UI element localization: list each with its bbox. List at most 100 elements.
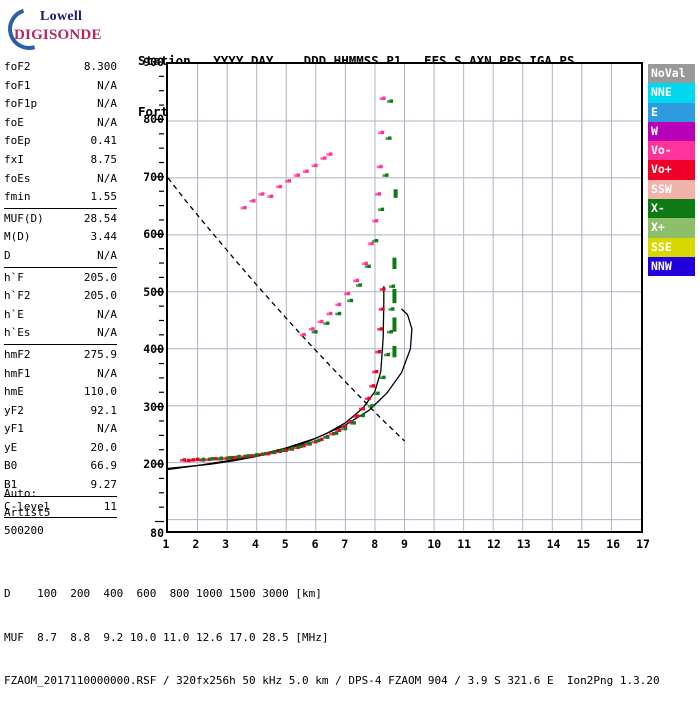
legend-item-vo[interactable]: Vo+ (648, 160, 695, 180)
echo-point (261, 452, 265, 456)
x-tick-label: 8 (371, 537, 379, 551)
param-value: 20.0 (90, 440, 118, 454)
logo-brand-top: Lowell (40, 9, 83, 24)
legend-item-e[interactable]: E (648, 102, 695, 122)
echo-point (384, 353, 388, 357)
param-key: h`F2 (4, 289, 31, 303)
echo-point (374, 238, 379, 243)
echo-point (213, 457, 218, 461)
echo-point (326, 435, 330, 439)
param-key: fmin (4, 190, 31, 204)
echo-point (358, 414, 362, 418)
param-value: N/A (97, 78, 117, 92)
param-row-hes: h`Es N/A (4, 324, 117, 343)
echo-point (389, 330, 393, 334)
echo-point (308, 441, 312, 446)
echo-point (193, 458, 197, 462)
echo-point (349, 420, 354, 424)
echo-point (237, 454, 241, 459)
x-tick-label: 5 (281, 537, 289, 551)
param-row-fof1: foF1 N/A (4, 77, 117, 96)
legend-item-noval[interactable]: NoVal (648, 64, 695, 84)
auto-line-1: Artist5 (4, 505, 51, 519)
echo-point (191, 458, 195, 462)
echo-point (385, 137, 389, 140)
legend-item-nnw[interactable]: NNW (648, 256, 695, 277)
echo-point (375, 193, 379, 196)
ionogram-plot (166, 62, 643, 533)
echo-point (302, 332, 306, 337)
y-tick-label: 80 (150, 526, 164, 540)
x-tick-label: 15 (576, 537, 591, 551)
echo-point (299, 333, 303, 337)
echo-point (296, 445, 300, 448)
echo-point (217, 457, 221, 460)
footer-distance-row: D 100 200 400 600 800 1000 1500 3000 [km… (4, 587, 322, 600)
legend-item-x[interactable]: X- (648, 199, 695, 219)
echo-point (379, 288, 383, 291)
echo-point (326, 153, 330, 156)
param-row-fmin: fmin 1.55 (4, 188, 117, 207)
echo-point (323, 156, 327, 160)
y-tick-label: 500 (143, 284, 164, 299)
echo-point (353, 279, 356, 283)
echo-point (343, 424, 348, 429)
echo-point (328, 311, 333, 316)
echo-point (355, 284, 359, 287)
echo-point (326, 312, 330, 316)
param-value: 66.9 (90, 459, 118, 473)
echo-point (344, 292, 348, 296)
echo-point (376, 165, 380, 169)
echo-point (378, 131, 382, 135)
echo-point (376, 391, 380, 395)
param-row-d: D N/A (4, 247, 117, 266)
param-key: yF2 (4, 403, 24, 417)
echo-point (364, 265, 368, 268)
echo-point (337, 311, 342, 316)
legend-item-x[interactable]: X+ (648, 218, 695, 238)
echo-point (199, 458, 203, 462)
param-group-divider (4, 207, 117, 209)
echo-point (382, 287, 386, 291)
echo-point (258, 193, 262, 196)
param-row-yf2: yF2 92.1 (4, 402, 117, 421)
echo-point (372, 219, 376, 223)
echo-point (252, 199, 256, 203)
param-key: D (4, 248, 11, 262)
echo-point (317, 320, 321, 324)
echo-point (323, 322, 327, 325)
echo-point (335, 312, 339, 316)
y-tick-label: 800 (143, 112, 164, 127)
echo-point (379, 97, 383, 100)
echo-point (372, 239, 376, 243)
lowell-digisonde-logo: Lowell DIGISONDE (0, 0, 128, 58)
x-tick-label: 10 (427, 537, 442, 551)
param-row-foe: foE N/A (4, 114, 117, 133)
param-value: 92.1 (90, 403, 118, 417)
param-value: N/A (97, 115, 117, 129)
echo-point (341, 425, 345, 429)
param-value: 11 (103, 499, 117, 513)
legend-item-sse[interactable]: SSE (648, 237, 695, 257)
param-value: 110.0 (83, 385, 117, 399)
echo-point (379, 164, 383, 169)
echo-point (320, 437, 324, 442)
echo-point (378, 208, 382, 212)
echo-point (201, 457, 206, 462)
legend-item-ssw[interactable]: SSW (648, 179, 695, 200)
echo-point (378, 308, 382, 311)
ionogram-parameters-panel: foF2 8.300 foF1 N/A foF1p N/A foE N/A foEp 0.41 fx… (4, 58, 117, 519)
echo-point (377, 350, 382, 354)
echo-point (311, 164, 315, 168)
legend-item-vo[interactable]: Vo- (648, 141, 695, 161)
echo-point (386, 100, 390, 103)
param-key: C-level (4, 499, 51, 513)
legend-item-w[interactable]: W (648, 121, 695, 142)
legend-item-nne[interactable]: NNE (648, 83, 695, 103)
echo-point (347, 420, 351, 424)
echo-point (287, 447, 291, 451)
echo-point (391, 284, 396, 288)
param-value: N/A (97, 97, 117, 111)
echo-point (364, 397, 368, 401)
y-tick-label: 200 (143, 457, 164, 472)
